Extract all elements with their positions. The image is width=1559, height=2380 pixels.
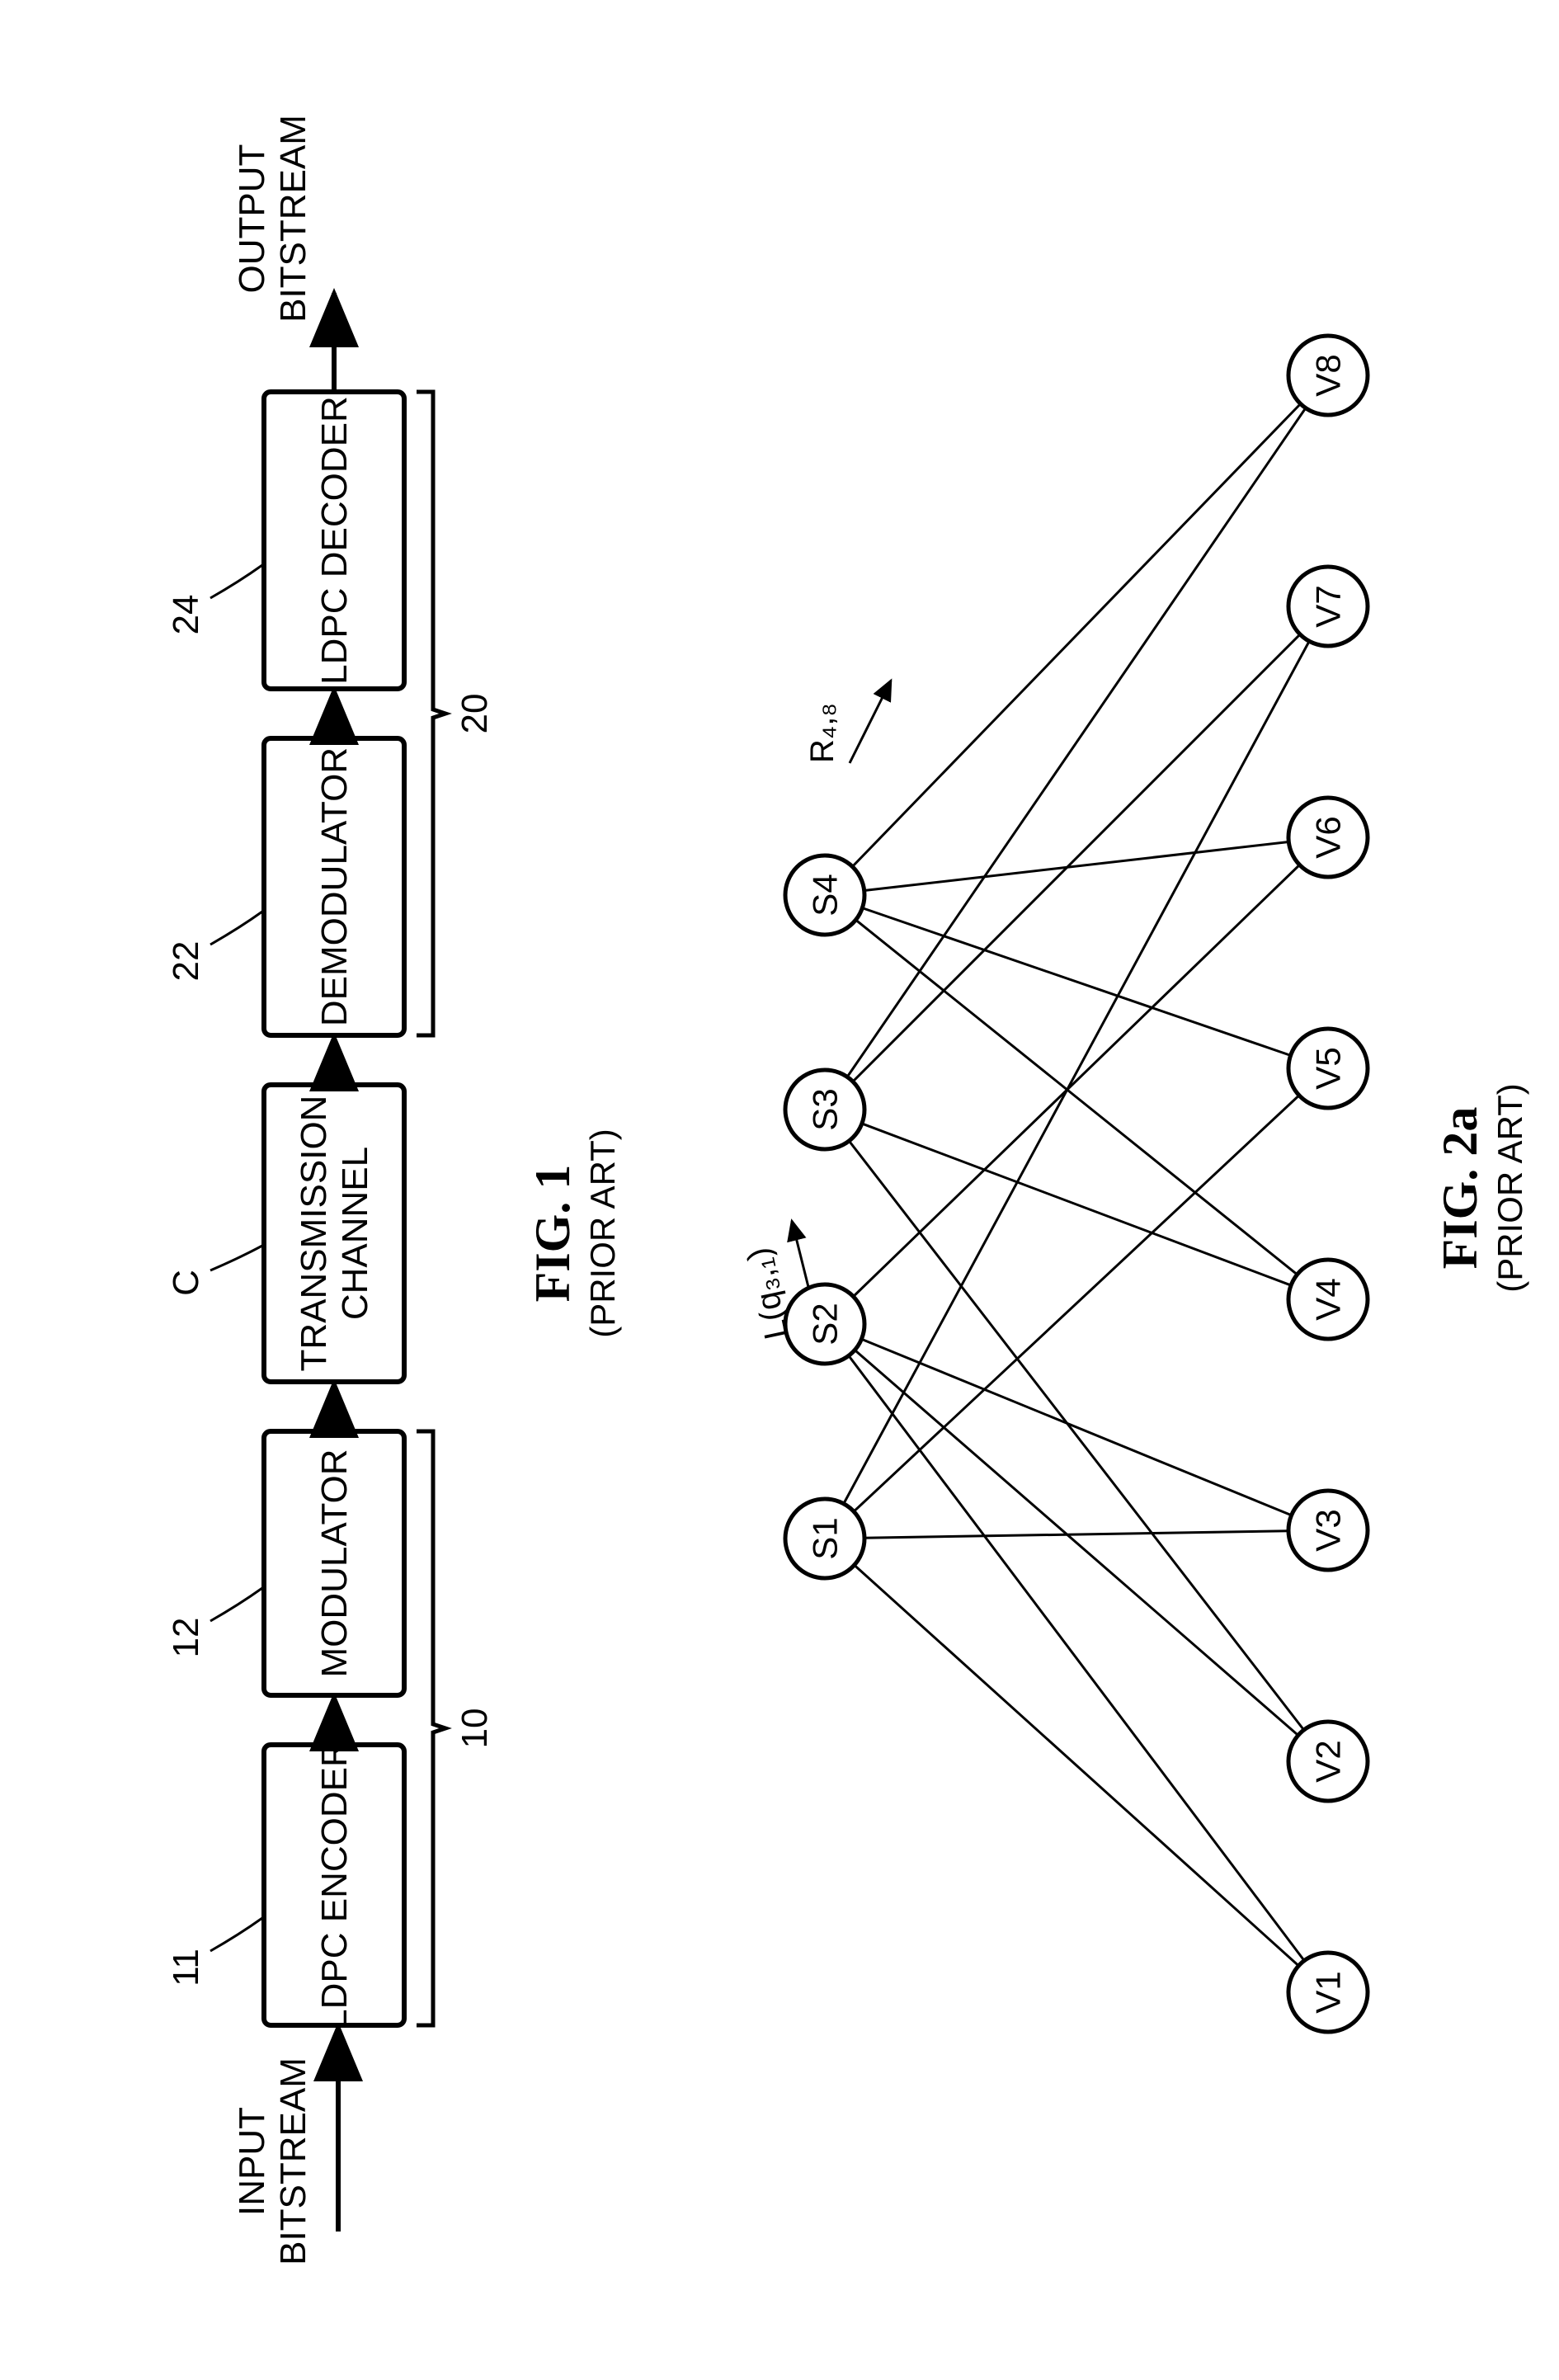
- ref-20: 20: [455, 694, 495, 734]
- fig1-subtitle: (PRIOR ART): [583, 1129, 622, 1338]
- svg-text:L(q₃,₁): L(q₃,₁): [740, 1245, 794, 1343]
- variable-node-label-V8: V8: [1309, 354, 1348, 396]
- edge-S2-V1: [849, 1355, 1304, 1960]
- fig1: INPUT BITSTREAM LDPC ENCODER 11 MODULATO…: [166, 115, 622, 2265]
- edge-S3-V4: [862, 1124, 1291, 1285]
- svg-text:CHANNEL: CHANNEL: [335, 1147, 375, 1320]
- fig2a-subtitle: (PRIOR ART): [1491, 1083, 1529, 1293]
- svg-text:TRANSMISSION: TRANSMISSION: [294, 1096, 334, 1372]
- block-channel: TRANSMISSION CHANNEL C: [166, 1085, 404, 1382]
- variable-nodes: V1 V2 V3 V4 V5 V6 V7 V8: [1288, 336, 1368, 2032]
- ref-24: 24: [166, 595, 206, 635]
- variable-node-label-V5: V5: [1309, 1047, 1348, 1089]
- group-rx-brace: 20: [417, 392, 495, 1035]
- variable-node-label-V7: V7: [1309, 585, 1348, 627]
- output-label-2: BITSTREAM: [273, 115, 313, 323]
- edge-label-r48: R₄,₈: [804, 681, 891, 763]
- edge-S1-V1: [855, 1565, 1299, 1966]
- edge-S3-V7: [853, 634, 1300, 1082]
- edge-S2-V2: [855, 1350, 1298, 1735]
- fig2a-title: FIG. 2a: [1433, 1107, 1487, 1270]
- variable-node-label-V4: V4: [1309, 1278, 1348, 1320]
- ref-22: 22: [166, 941, 206, 982]
- check-nodes: S1 S2 S3 S4: [785, 855, 864, 1578]
- block-ldpc-decoder: LDPC DECODER 24: [166, 392, 404, 689]
- edge-S4-V6: [864, 841, 1289, 890]
- edge-S3-V8: [847, 408, 1306, 1077]
- check-node-label-S2: S2: [806, 1303, 845, 1345]
- diagram-canvas: INPUT BITSTREAM LDPC ENCODER 11 MODULATO…: [0, 0, 1559, 2380]
- fig1-title: FIG. 1: [525, 1165, 580, 1303]
- variable-node-label-V2: V2: [1309, 1740, 1348, 1782]
- variable-node-label-V6: V6: [1309, 816, 1348, 858]
- edge-S1-V7: [844, 641, 1309, 1504]
- check-node-label-S4: S4: [806, 874, 845, 916]
- svg-text:LDPC ENCODER: LDPC ENCODER: [314, 1741, 355, 2029]
- input-label-1: INPUT: [232, 2107, 272, 2216]
- svg-text:R₄,₈: R₄,₈: [804, 703, 841, 763]
- block-ldpc-encoder: LDPC ENCODER 11: [166, 1741, 404, 2029]
- svg-text:MODULATOR: MODULATOR: [314, 1449, 355, 1677]
- svg-text:DEMODULATOR: DEMODULATOR: [314, 747, 355, 1026]
- edge-S4-V8: [852, 403, 1300, 866]
- ref-12: 12: [166, 1618, 206, 1658]
- edge-S1-V5: [854, 1096, 1299, 1511]
- tanner-edges: [844, 403, 1309, 1965]
- block-demodulator: DEMODULATOR 22: [166, 738, 404, 1035]
- svg-text:LDPC DECODER: LDPC DECODER: [314, 396, 355, 685]
- ref-11: 11: [166, 1949, 206, 1986]
- edge-S4-V5: [862, 908, 1290, 1056]
- variable-node-label-V1: V1: [1309, 1971, 1348, 2013]
- edge-S1-V3: [864, 1531, 1288, 1538]
- check-node-label-S3: S3: [806, 1088, 845, 1130]
- variable-node-label-V3: V3: [1309, 1509, 1348, 1551]
- edge-S3-V2: [849, 1141, 1303, 1730]
- block-modulator: MODULATOR 12: [166, 1431, 404, 1695]
- group-tx-brace: 10: [417, 1431, 495, 2025]
- check-node-label-S1: S1: [806, 1517, 845, 1559]
- fig2a: S1 S2 S3 S4 V1 V2 V3 V4 V5 V6 V7 V8 L(q₃,₁) R₄,₈ F…: [740, 336, 1529, 2032]
- edge-S2-V3: [861, 1339, 1291, 1515]
- edge-S4-V4: [855, 920, 1297, 1275]
- output-label-1: OUTPUT: [232, 144, 272, 294]
- ref-10: 10: [455, 1708, 495, 1749]
- ref-C: C: [166, 1270, 206, 1296]
- input-label-2: BITSTREAM: [273, 2057, 313, 2265]
